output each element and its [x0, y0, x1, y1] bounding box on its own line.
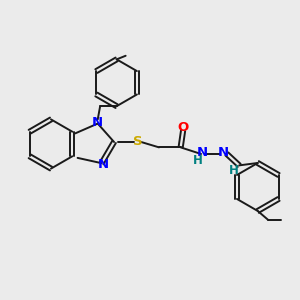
- Text: N: N: [92, 116, 103, 129]
- Text: N: N: [98, 158, 109, 171]
- Text: S: S: [133, 136, 142, 148]
- Text: N: N: [218, 146, 229, 159]
- Text: H: H: [229, 164, 239, 177]
- Text: O: O: [177, 121, 189, 134]
- Text: H: H: [193, 154, 202, 167]
- Text: N: N: [196, 146, 208, 159]
